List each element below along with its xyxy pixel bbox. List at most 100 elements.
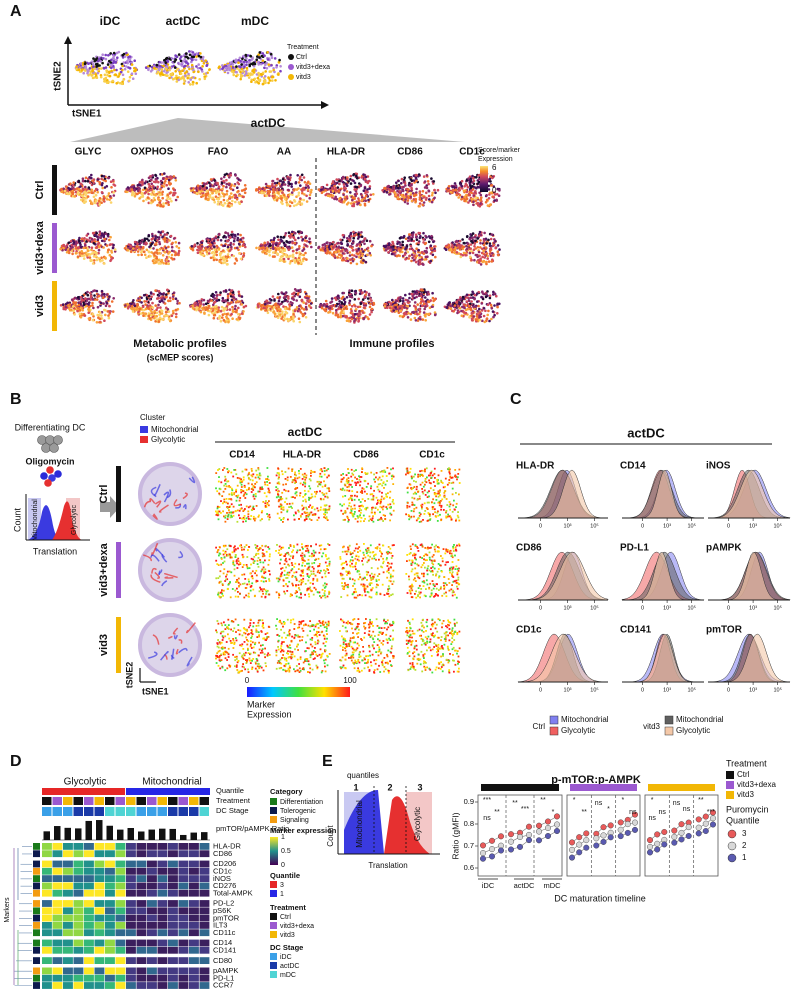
- cell-dot: [198, 191, 201, 194]
- cell-dot: [228, 197, 231, 200]
- cell-dot: [338, 245, 341, 248]
- cell-dot: [251, 70, 254, 73]
- cell-dot: [213, 259, 216, 262]
- tsne-cloud: [189, 289, 247, 324]
- cell-dot: [410, 260, 413, 263]
- cell-dot: [395, 181, 398, 184]
- cell-dot: [421, 251, 424, 254]
- cell-dot: [60, 188, 63, 191]
- cell-dot: [99, 60, 102, 63]
- cell-dot: [422, 238, 425, 241]
- cell-dot: [270, 64, 273, 67]
- cell-dot: [78, 251, 81, 254]
- cell-dot: [234, 305, 237, 308]
- cell-dot: [275, 244, 278, 247]
- cell-dot: [387, 251, 390, 254]
- cell-dot: [349, 251, 352, 254]
- cell-dot: [469, 255, 472, 258]
- cell-dot: [479, 239, 482, 242]
- cell-dot: [158, 252, 161, 255]
- cell-dot: [305, 258, 308, 261]
- cell-dot: [399, 186, 402, 189]
- cell-dot: [428, 198, 431, 201]
- cell-dot: [270, 188, 273, 191]
- cell-dot: [298, 251, 301, 254]
- cell-dot: [167, 300, 170, 303]
- cell-dot: [112, 247, 115, 250]
- cell-dot: [82, 187, 85, 190]
- cell-dot: [162, 73, 165, 76]
- cell-dot: [201, 65, 204, 68]
- cell-dot: [84, 69, 87, 72]
- cell-dot: [472, 252, 475, 255]
- cell-dot: [223, 195, 226, 198]
- cell-dot: [81, 68, 84, 71]
- cell-dot: [193, 191, 196, 194]
- cell-dot: [107, 314, 110, 317]
- cell-dot: [89, 253, 92, 256]
- cell-dot: [154, 289, 157, 292]
- cell-dot: [265, 253, 268, 256]
- cell-dot: [407, 188, 410, 191]
- cell-dot: [488, 193, 491, 196]
- cell-dot: [194, 243, 197, 246]
- legend-item: vitd3: [296, 74, 311, 81]
- cell-dot: [286, 177, 289, 180]
- cell-dot: [280, 255, 283, 258]
- cell-dot: [136, 242, 139, 245]
- cell-dot: [92, 313, 95, 316]
- cell-dot: [351, 254, 354, 257]
- cell-dot: [216, 307, 219, 310]
- cell-dot: [237, 307, 240, 310]
- cell-dot: [166, 241, 169, 244]
- cell-dot: [231, 200, 234, 203]
- cell-dot: [218, 191, 221, 194]
- cell-dot: [145, 308, 148, 311]
- cell-dot: [294, 239, 297, 242]
- cell-dot: [248, 76, 251, 79]
- cell-dot: [144, 187, 147, 190]
- cell-dot: [162, 65, 165, 68]
- cell-dot: [153, 310, 156, 313]
- cell-dot: [284, 313, 287, 316]
- cell-dot: [156, 204, 159, 207]
- cell-dot: [228, 202, 231, 205]
- cell-dot: [282, 254, 285, 257]
- cell-dot: [80, 198, 83, 201]
- cell-dot: [230, 242, 233, 245]
- cell-dot: [437, 189, 440, 192]
- cell-dot: [242, 243, 245, 246]
- cell-dot: [293, 199, 296, 202]
- cell-dot: [365, 176, 368, 179]
- cell-dot: [422, 241, 425, 244]
- cell-dot: [469, 194, 472, 197]
- cell-dot: [452, 189, 455, 192]
- cell-dot: [214, 301, 217, 304]
- cell-dot: [367, 199, 370, 202]
- cell-dot: [184, 60, 187, 63]
- cell-dot: [455, 184, 458, 187]
- cell-dot: [279, 195, 282, 198]
- cell-dot: [97, 243, 100, 246]
- cell-dot: [137, 189, 140, 192]
- cell-dot: [203, 299, 206, 302]
- cell-dot: [96, 191, 99, 194]
- cell-dot: [434, 250, 437, 253]
- cell-dot: [217, 200, 220, 203]
- cell-dot: [79, 309, 82, 312]
- cell-dot: [174, 70, 177, 73]
- cell-dot: [96, 259, 99, 262]
- cell-dot: [175, 313, 178, 316]
- cell-dot: [424, 180, 427, 183]
- cell-dot: [403, 180, 406, 183]
- cell-dot: [137, 184, 140, 187]
- cell-dot: [187, 77, 190, 80]
- cell-dot: [124, 55, 127, 58]
- cell-dot: [370, 245, 373, 248]
- cell-dot: [274, 313, 277, 316]
- tsne-cloud: [145, 50, 211, 86]
- cell-dot: [226, 199, 229, 202]
- cell-dot: [388, 244, 391, 247]
- cell-dot: [392, 248, 395, 251]
